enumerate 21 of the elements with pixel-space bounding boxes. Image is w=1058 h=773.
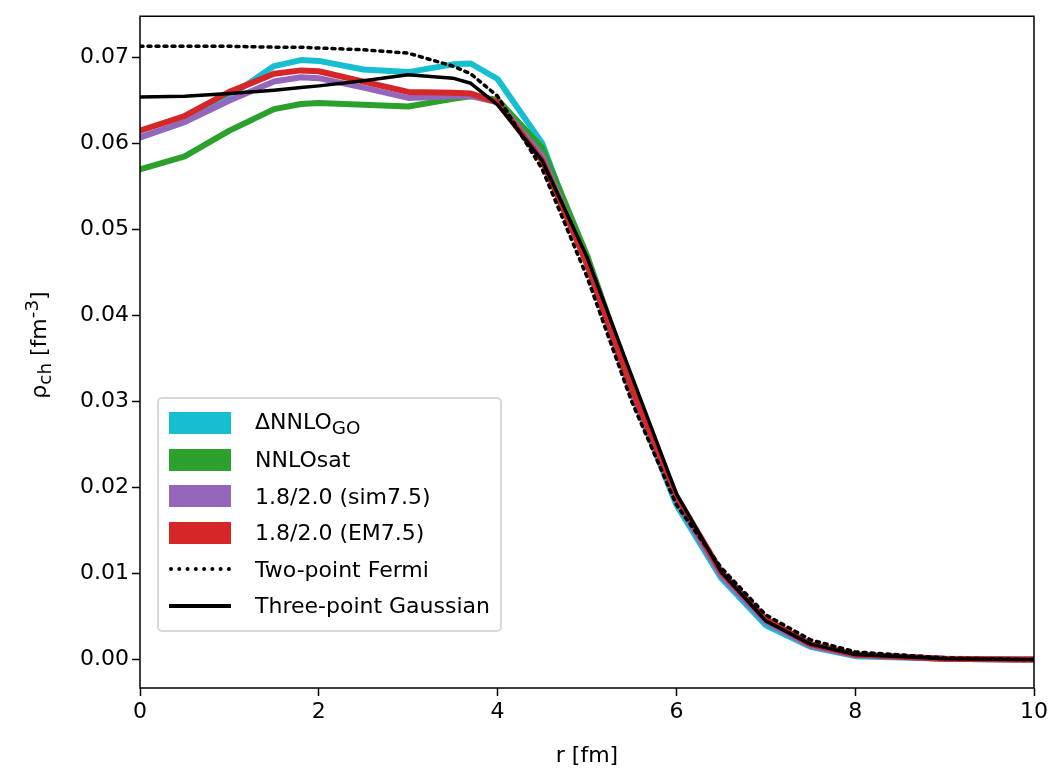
y-tick-label: 0.03 xyxy=(80,387,129,413)
x-tick-label: 6 xyxy=(669,697,684,723)
x-tick-label: 8 xyxy=(848,697,863,723)
y-tick-label: 0.07 xyxy=(80,43,129,69)
x-axis-title: r [fm] xyxy=(555,741,619,767)
legend-label: Two-point Fermi xyxy=(255,556,429,582)
y-tick-label: 0.05 xyxy=(80,215,129,241)
x-tick-label: 4 xyxy=(490,697,505,723)
legend-label: 1.8/2.0 (EM7.5) xyxy=(255,520,425,546)
x-tick-label: 2 xyxy=(311,697,326,723)
legend-label: Three-point Gaussian xyxy=(255,593,490,619)
x-tick-label: 0 xyxy=(133,697,147,723)
legend-label: ΔNNLO$_{GO}$ xyxy=(255,408,361,438)
y-tick-label: 0.00 xyxy=(80,645,129,671)
legend-label: 1.8/2.0 (sim7.5) xyxy=(255,483,431,509)
y-tick-label: 0.04 xyxy=(80,301,129,327)
legend-label: NNLOsat xyxy=(255,447,351,473)
y-tick-label: 0.02 xyxy=(80,473,129,499)
y-tick-label: 0.01 xyxy=(80,559,129,585)
y-tick-label: 0.06 xyxy=(80,129,129,155)
x-tick-label: 10 xyxy=(1020,697,1048,723)
